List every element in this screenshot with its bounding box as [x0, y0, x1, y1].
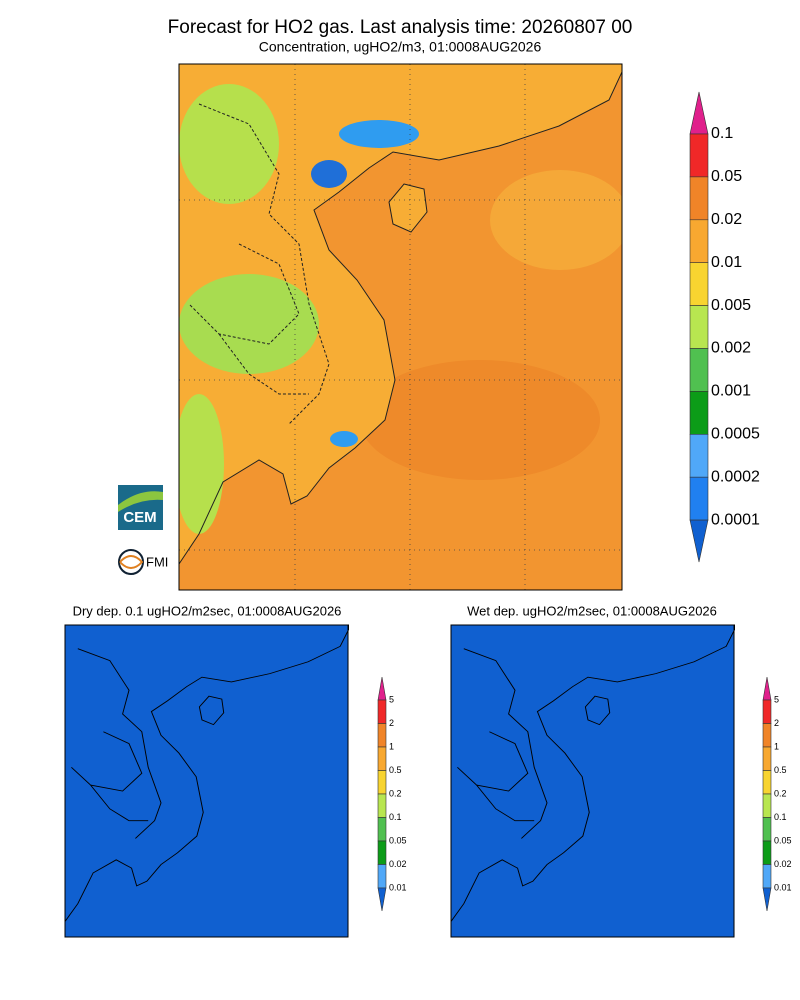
colorbar-segment [762, 699, 772, 724]
colorbar-top [689, 91, 709, 135]
colorbar-segment [377, 793, 387, 818]
wet-frame [450, 624, 735, 938]
colorbar-segment [689, 433, 709, 478]
fmi-logo: FMI [118, 549, 168, 575]
main-map [179, 64, 622, 590]
colorbar-segment [377, 840, 387, 865]
colorbar-segment [689, 476, 709, 521]
colorbar-label: 0.1 [389, 812, 402, 822]
colorbar-bottom [762, 887, 772, 912]
wet-dep-map [450, 624, 736, 937]
colorbar-label: 0.02 [711, 211, 742, 228]
colorbar-label: 0.1 [711, 125, 733, 142]
colorbar-segment [762, 770, 772, 795]
colorbar-label: 0.01 [774, 882, 792, 892]
colorbar-segment [762, 864, 772, 889]
colorbar-segment [377, 770, 387, 795]
colorbar-segment [377, 864, 387, 889]
colorbar-label: 0.5 [389, 765, 402, 775]
colorbar-label: 0.05 [774, 835, 792, 845]
colorbar-segment [689, 133, 709, 178]
colorbar-label: 0.0005 [711, 426, 760, 443]
colorbar-label: 0.05 [711, 168, 742, 185]
colorbar-segment [377, 699, 387, 724]
colorbar-top [762, 676, 772, 701]
colorbar-label: 2 [774, 718, 779, 728]
colorbar-label: 0.02 [774, 859, 792, 869]
colorbar-bottom [689, 519, 709, 563]
colorbar-label: 5 [389, 694, 394, 704]
colorbar-label: 0.01 [711, 254, 742, 271]
colorbar-label: 5 [774, 694, 779, 704]
colorbar-bottom [377, 887, 387, 912]
colorbar-label: 0.5 [774, 765, 787, 775]
colorbar-label: 0.02 [389, 859, 407, 869]
colorbar-label: 0.005 [711, 297, 751, 314]
colorbar-segment [689, 262, 709, 306]
colorbar-segment [762, 746, 772, 771]
title: Forecast for HO2 gas. Last analysis time… [168, 17, 633, 38]
colorbar-label: 0.2 [774, 788, 787, 798]
colorbar-segment [762, 840, 772, 865]
colorbar-label: 0.0001 [711, 511, 760, 528]
colorbar-label: 1 [774, 741, 779, 751]
subtitle: Concentration, ugHO2/m3, 01:0008AUG2026 [259, 39, 542, 55]
dry-dep-map [64, 624, 350, 937]
cem-logo: CEM [118, 485, 163, 530]
colorbar-segment [689, 305, 709, 349]
colorbar-label: 2 [389, 718, 394, 728]
panel-title: Wet dep. ugHO2/m2sec, 01:0008AUG2026 [467, 603, 717, 618]
colorbar-segment [762, 817, 772, 842]
colorbar-label: 0.01 [389, 882, 407, 892]
dry-frame [64, 624, 349, 938]
colorbar-segment [762, 793, 772, 818]
colorbar-label: 0.1 [774, 812, 787, 822]
colorbar-segment [762, 723, 772, 748]
colorbar-top [377, 676, 387, 701]
colorbar-segment [377, 723, 387, 748]
colorbar-label: 0.05 [389, 835, 407, 845]
colorbar-label: 1 [389, 741, 394, 751]
colorbar-segment [689, 176, 709, 221]
colorbar-label: 0.0002 [711, 468, 760, 485]
colorbar-segment [689, 219, 709, 264]
colorbar-segment [377, 746, 387, 771]
panel-title: Dry dep. 0.1 ugHO2/m2sec, 01:0008AUG2026 [73, 603, 342, 618]
cem-text: CEM [123, 509, 156, 526]
colorbar-label: 0.002 [711, 340, 751, 357]
colorbar-segment [377, 817, 387, 842]
colorbar-segment [689, 348, 709, 392]
fmi-text: FMI [146, 554, 168, 569]
main-frame [178, 63, 623, 591]
colorbar-label: 0.001 [711, 383, 751, 400]
colorbar-label: 0.2 [389, 788, 402, 798]
colorbar-segment [689, 391, 709, 435]
